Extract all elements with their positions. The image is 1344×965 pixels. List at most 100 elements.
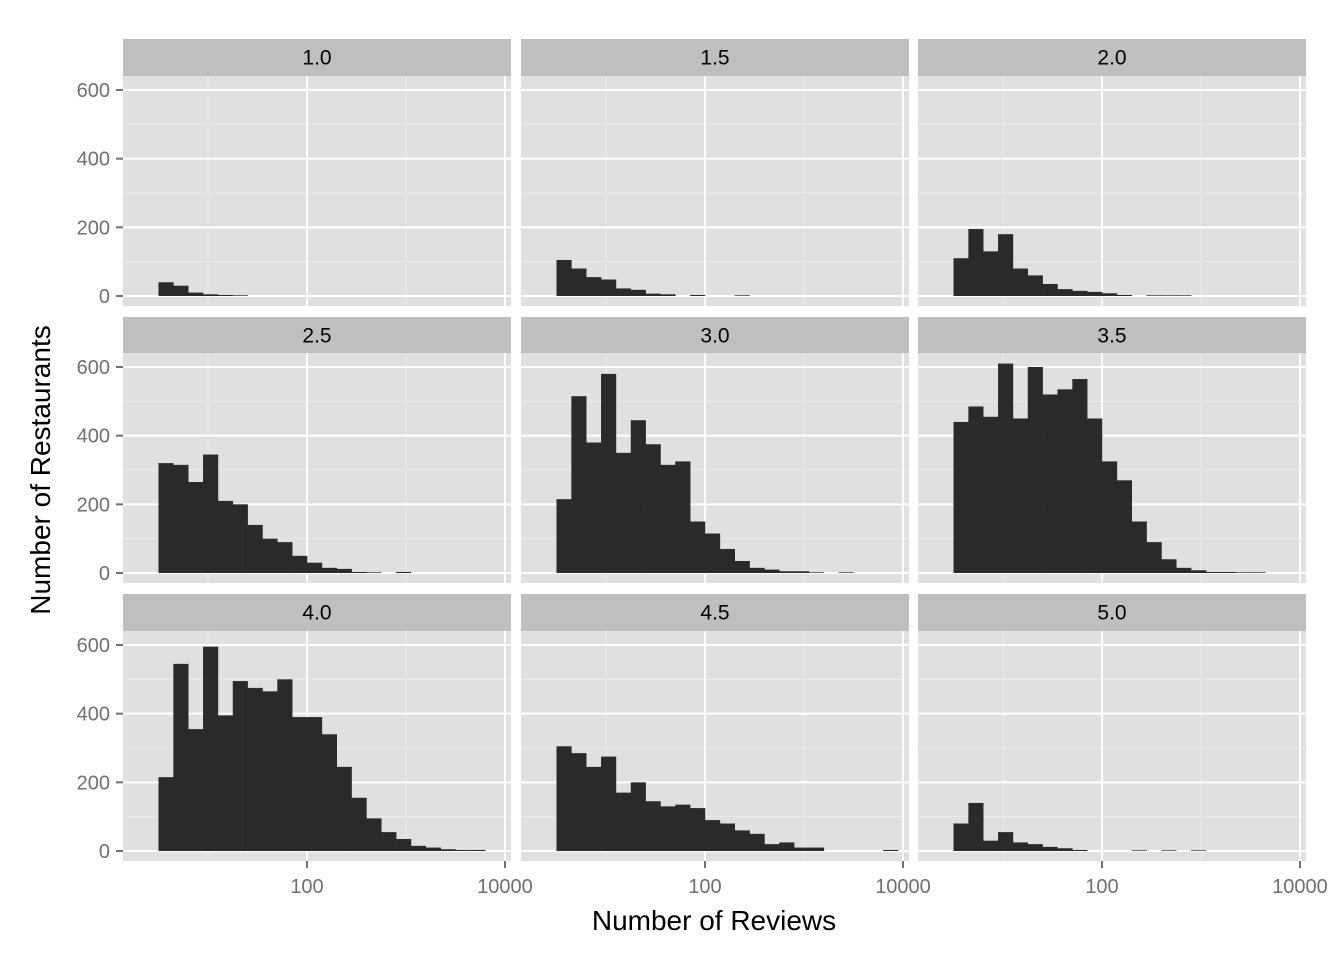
histogram-bar [838, 572, 854, 573]
histogram-bar [277, 542, 293, 573]
y-tick-label: 600 [77, 635, 110, 657]
histogram-bar [1116, 294, 1132, 296]
histogram-bar [675, 804, 691, 851]
histogram-bar [660, 464, 676, 573]
histogram-bar [321, 734, 337, 851]
histogram-bar [455, 849, 471, 851]
histogram-bar [158, 777, 174, 851]
histogram-bar [203, 646, 219, 851]
histogram-bar [351, 571, 367, 573]
x-tick-label: 100 [290, 876, 323, 898]
histogram-bar [188, 292, 204, 296]
facet-panel-1-5: 1.5 [521, 39, 909, 306]
histogram-bar [396, 838, 412, 851]
histogram-bar [366, 572, 382, 573]
histogram-bar [734, 560, 750, 573]
histogram-bar [173, 464, 189, 573]
histogram-bar [1027, 367, 1043, 573]
histogram-bar [779, 571, 795, 573]
histogram-bar [808, 572, 825, 573]
y-axis-title: Number of Restaurants [25, 325, 56, 614]
histogram-bar [719, 548, 735, 573]
facet-panel-4-5: 4.5 100 10000 [521, 594, 931, 898]
facet-strip [123, 39, 511, 76]
facet-panel-4-0: 4.0 0 200 400 600 100 10000 [77, 594, 533, 898]
histogram-bar [1161, 559, 1177, 573]
histogram-bar [1027, 844, 1043, 851]
facet-strip [521, 39, 909, 76]
histogram-bar [998, 832, 1014, 851]
histogram-bar [1042, 283, 1058, 296]
histogram-bar [381, 832, 397, 851]
histogram-bar [690, 521, 706, 573]
histogram-bar [794, 847, 810, 851]
histogram-bar [1250, 572, 1266, 573]
histogram-bar [953, 421, 969, 573]
histogram-bar [173, 285, 189, 296]
histogram-bar [983, 416, 999, 573]
histogram-bar [247, 687, 263, 851]
histogram-bar [1042, 394, 1058, 573]
histogram-bar [232, 295, 248, 296]
histogram-bar [262, 691, 278, 851]
y-tick-label: 0 [99, 841, 110, 863]
histogram-bar [232, 504, 248, 573]
histogram-bar [1102, 293, 1118, 296]
facet-strip [521, 594, 909, 631]
histogram-bar [953, 823, 969, 851]
facet-strip [123, 317, 511, 354]
histogram-bar [586, 442, 602, 573]
histogram-bar [883, 849, 899, 851]
y-tick-label: 200 [77, 217, 110, 239]
histogram-bar [660, 294, 676, 296]
histogram-bar [586, 277, 602, 296]
facet-strip-label: 1.5 [700, 47, 729, 70]
histogram-bar [749, 833, 765, 851]
histogram-bar [998, 234, 1014, 296]
x-tick-label: 10000 [1272, 876, 1328, 898]
histogram-bar [586, 766, 602, 851]
facet-panel-5-0: 5.0 100 10000 [918, 594, 1328, 898]
histogram-bar [232, 681, 248, 851]
histogram-bar [630, 782, 646, 851]
y-tick-label: 400 [77, 426, 110, 448]
histogram-bar [1057, 289, 1073, 296]
histogram-bar [1146, 295, 1162, 296]
histogram-bar [1102, 461, 1118, 573]
histogram-bar [779, 842, 795, 851]
histogram-bar [983, 251, 999, 296]
panel-background [123, 76, 511, 306]
histogram-bar [675, 461, 691, 573]
histogram-bar [188, 482, 204, 573]
histogram-bar [440, 849, 456, 851]
histogram-bar [645, 801, 661, 851]
y-tick-label: 600 [77, 80, 110, 102]
histogram-bar [571, 753, 587, 851]
histogram-bar [719, 823, 735, 851]
histogram-bar [1087, 418, 1103, 573]
histogram-bar [556, 499, 572, 573]
histogram-bar [705, 533, 721, 573]
histogram-bar [410, 845, 427, 851]
facet-strip-label: 2.0 [1097, 47, 1126, 70]
x-tick-label: 100 [688, 876, 721, 898]
histogram-bar [203, 294, 219, 296]
facet-strip [521, 317, 909, 354]
histogram-bar [396, 571, 412, 573]
histogram-bar [262, 538, 278, 573]
x-tick-label: 100 [1085, 876, 1118, 898]
facet-strip-label: 5.0 [1097, 602, 1126, 625]
histogram-bar [292, 717, 308, 851]
histogram-bar [1161, 295, 1177, 296]
x-tick-label: 10000 [477, 876, 533, 898]
facet-strip-label: 2.5 [302, 325, 331, 348]
histogram-bar [690, 294, 706, 296]
histogram-bar [601, 373, 617, 573]
facet-strip-label: 4.5 [700, 602, 729, 625]
histogram-bar [1057, 389, 1073, 573]
histogram-bar [983, 840, 999, 851]
histogram-bar [351, 797, 367, 851]
y-tick-label: 400 [77, 149, 110, 171]
